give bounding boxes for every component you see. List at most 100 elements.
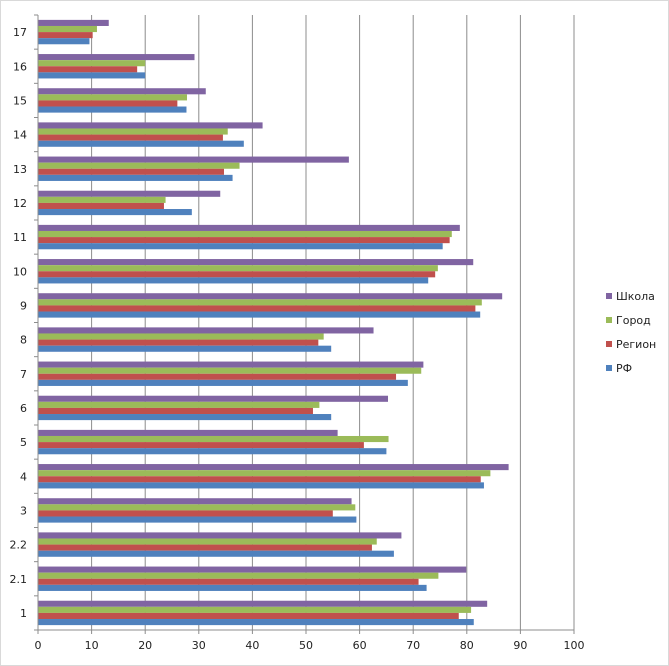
bar-3-РФ [38, 516, 357, 523]
bar-1-Город [38, 606, 472, 613]
bar-6-Школа [38, 395, 389, 402]
bar-8-Школа [38, 327, 374, 334]
bar-14-Регион [38, 134, 223, 141]
bar-13-Школа [38, 156, 349, 163]
bar-16-Город [38, 60, 146, 67]
legend-swatch-Школа [606, 293, 612, 299]
bar-1-Регион [38, 612, 459, 620]
bar-17-Город [38, 25, 97, 33]
y-tick-label-9: 9 [20, 299, 27, 312]
bar-3-Регион [38, 510, 333, 517]
y-tick-label-4: 4 [20, 470, 27, 483]
bar-1-Школа [38, 600, 488, 607]
legend-swatch-Город [606, 317, 612, 323]
x-tick-label-60: 60 [353, 639, 367, 652]
bar-7-Город [38, 367, 422, 374]
bar-9-РФ [38, 311, 481, 318]
legend-label-Регион: Регион [616, 338, 656, 351]
x-tick-label-20: 20 [138, 639, 152, 652]
x-tick-label-70: 70 [406, 639, 420, 652]
bar-13-Город [38, 162, 240, 169]
bar-8-РФ [38, 345, 332, 352]
bar-3-Город [38, 504, 356, 511]
axes [34, 14, 575, 634]
bar-12-Школа [38, 190, 221, 197]
y-tick-label-10: 10 [13, 265, 27, 278]
bar-15-Регион [38, 100, 178, 107]
bar-2-2-Регион [38, 544, 372, 551]
bar-6-Город [38, 401, 320, 408]
x-tick-label-50: 50 [299, 639, 313, 652]
bar-9-Школа [38, 293, 503, 300]
x-tick-label-80: 80 [460, 639, 474, 652]
y-tick-label-5: 5 [20, 436, 27, 449]
bar-8-Регион [38, 339, 319, 346]
bar-16-РФ [38, 72, 146, 79]
bar-17-Школа [38, 19, 109, 26]
bar-1-РФ [38, 619, 474, 626]
bar-10-РФ [38, 277, 429, 284]
bar-12-РФ [38, 209, 192, 216]
legend-label-РФ: РФ [616, 362, 632, 375]
x-tick-label-90: 90 [513, 639, 527, 652]
y-tick-labels: 1 2.1 2.2 3 4 5 6 7 8 9 10 11 12 13 14 15 16 17 [10, 26, 28, 620]
bar-13-Регион [38, 168, 224, 175]
y-tick-label-2-1: 2.1 [10, 573, 28, 586]
gridlines [91, 15, 575, 630]
bar-5-Город [38, 435, 389, 443]
legend: Школа Город Регион РФ [606, 290, 656, 375]
legend-label-Школа: Школа [616, 290, 655, 303]
bar-11-Город [38, 230, 452, 238]
bar-15-РФ [38, 106, 187, 113]
bar-10-Школа [38, 259, 474, 266]
legend-swatch-Регион [606, 341, 612, 347]
bar-13-РФ [38, 174, 233, 181]
x-tick-labels: 0 10 20 30 40 50 60 70 80 90 100 [35, 639, 585, 652]
bar-4-Школа [38, 464, 509, 471]
y-tick-label-13: 13 [13, 163, 27, 176]
y-tick-label-8: 8 [20, 334, 27, 347]
bar-2-1-Школа [38, 566, 467, 573]
bar-11-РФ [38, 243, 443, 250]
bar-2-1-Регион [38, 578, 419, 585]
bar-7-Регион [38, 373, 397, 380]
x-tick-label-100: 100 [564, 639, 585, 652]
y-tick-label-6: 6 [20, 402, 27, 415]
x-tick-label-10: 10 [85, 639, 99, 652]
y-tick-label-14: 14 [13, 129, 27, 142]
x-tick-label-0: 0 [35, 639, 42, 652]
bar-10-Регион [38, 271, 436, 278]
bar-17-Регион [38, 32, 93, 39]
bar-10-Город [38, 265, 438, 272]
bar-6-РФ [38, 414, 332, 421]
legend-label-Город: Город [616, 314, 651, 327]
y-tick-label-11: 11 [13, 231, 27, 244]
bar-14-РФ [38, 140, 244, 147]
bar-16-Школа [38, 54, 195, 61]
bar-3-Школа [38, 498, 352, 505]
bar-12-Город [38, 196, 166, 203]
bar-9-Город [38, 299, 482, 306]
x-tick-label-30: 30 [192, 639, 206, 652]
bar-4-Город [38, 470, 491, 477]
x-tick-label-40: 40 [245, 639, 259, 652]
bar-2-2-РФ [38, 550, 394, 557]
bar-6-Регион [38, 407, 313, 415]
bar-16-Регион [38, 66, 138, 73]
y-tick-label-7: 7 [20, 368, 27, 381]
bar-9-Регион [38, 305, 476, 312]
bar-11-Регион [38, 237, 450, 244]
y-tick-label-1: 1 [20, 607, 27, 620]
y-tick-label-12: 12 [13, 197, 27, 210]
y-tick-label-17: 17 [13, 26, 27, 39]
bar-2-2-Город [38, 538, 377, 545]
bar-17-РФ [38, 38, 90, 45]
bar-12-Регион [38, 202, 164, 210]
bars [38, 19, 509, 626]
bar-2-1-Город [38, 572, 439, 579]
bar-15-Город [38, 94, 188, 101]
bar-5-Школа [38, 429, 338, 436]
bar-14-Школа [38, 122, 263, 129]
bar-2-2-Школа [38, 532, 402, 539]
